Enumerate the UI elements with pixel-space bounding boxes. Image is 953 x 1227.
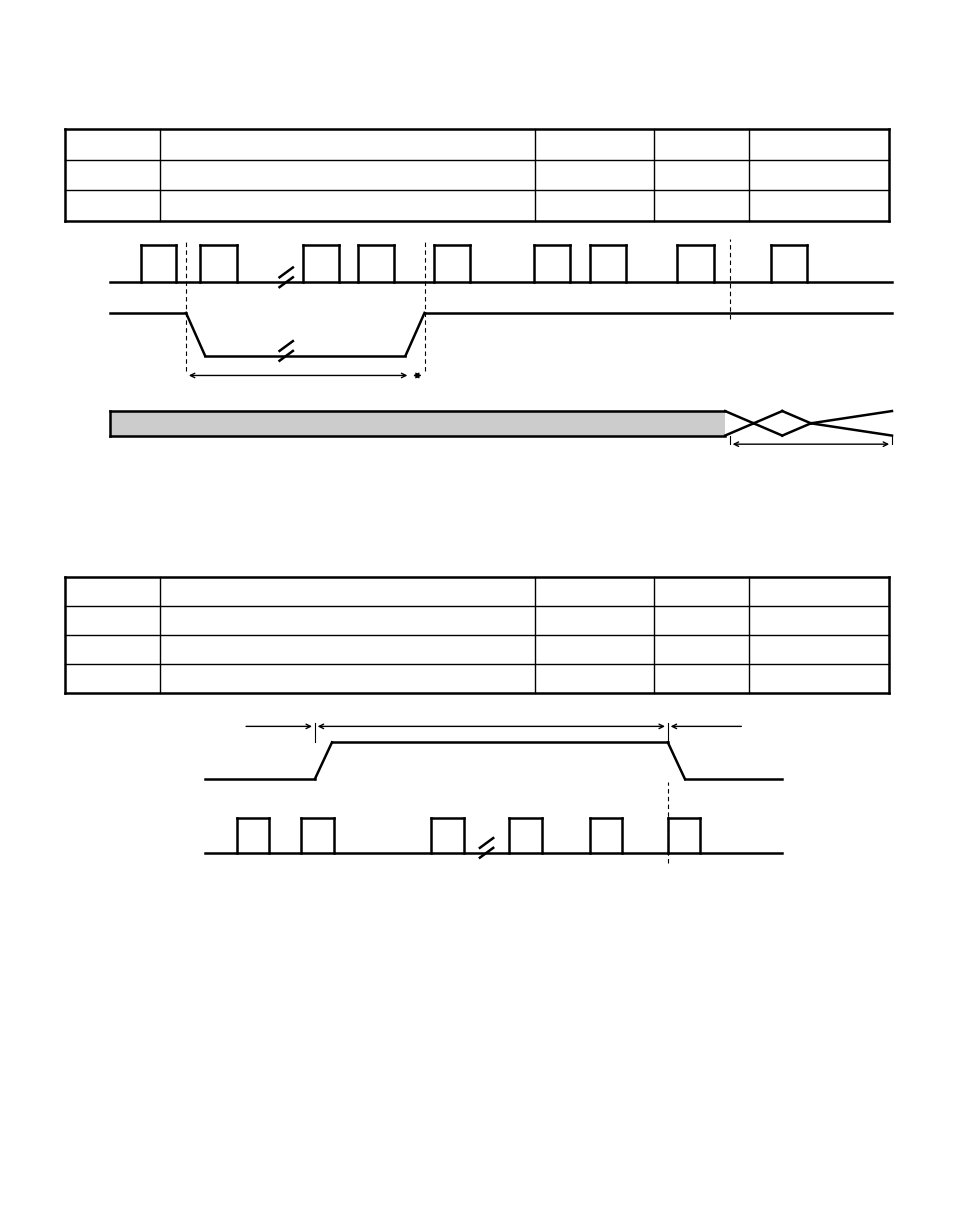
Bar (110, 411, 724, 436)
